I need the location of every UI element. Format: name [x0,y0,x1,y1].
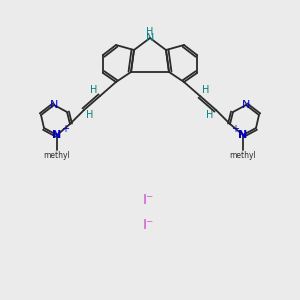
Text: N: N [50,100,58,110]
Text: H: H [90,85,98,95]
Text: methyl: methyl [230,151,256,160]
Text: +: + [231,124,239,134]
Text: I⁻: I⁻ [142,193,154,207]
Text: H: H [86,110,94,120]
Text: H: H [202,85,210,95]
Text: +: + [61,124,69,134]
Text: N: N [238,130,247,140]
Text: N: N [146,33,154,43]
Text: H: H [206,110,214,120]
Text: methyl: methyl [44,151,70,160]
Text: I⁻: I⁻ [142,218,154,232]
Text: N: N [52,130,62,140]
Text: H: H [146,27,154,37]
Text: N: N [242,100,250,110]
